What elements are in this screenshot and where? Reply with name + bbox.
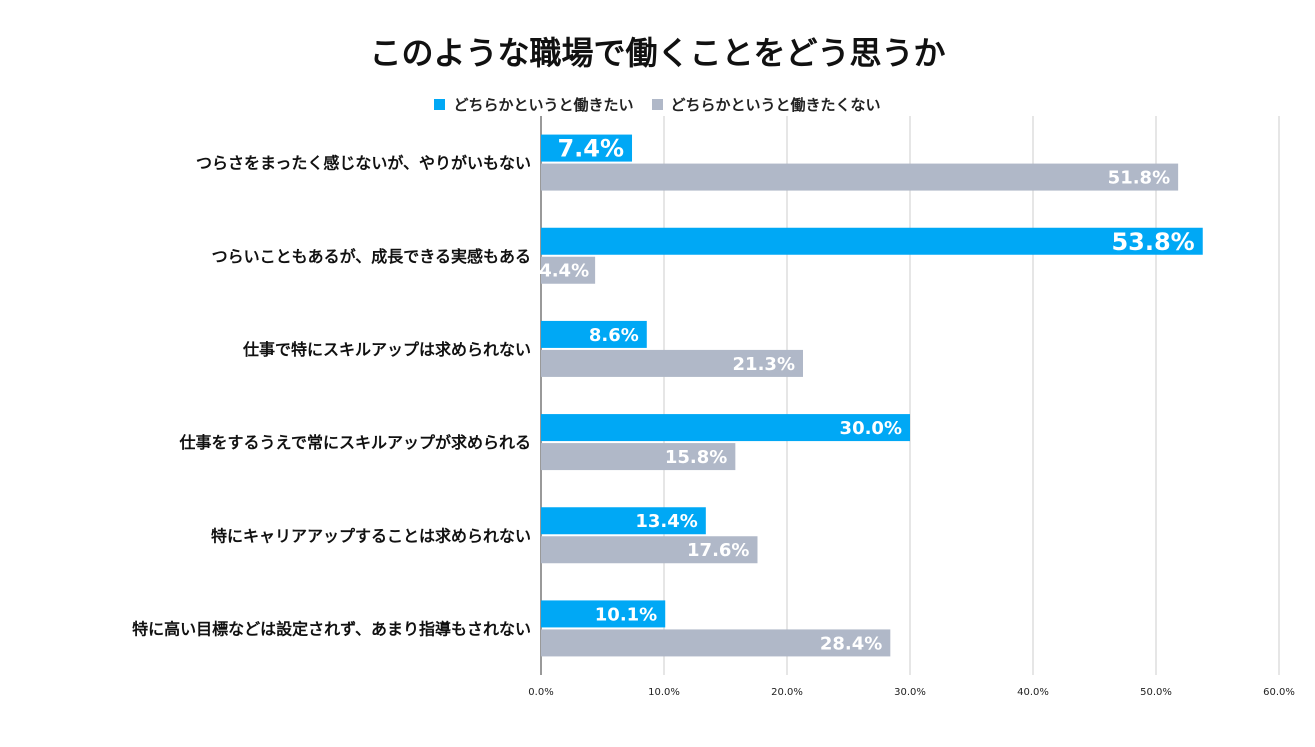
- x-tick-label: 40.0%: [1017, 687, 1049, 698]
- bar-want: [541, 414, 910, 442]
- legend-swatch-want: [434, 99, 446, 110]
- bar-not-want: [541, 629, 891, 657]
- data-label: 21.3%: [733, 354, 795, 375]
- x-tick-label: 30.0%: [894, 687, 926, 698]
- legend-swatch-not-want: [651, 99, 663, 110]
- bar-not-want: [541, 163, 1179, 191]
- data-label: 51.8%: [1108, 168, 1170, 189]
- legend-item-want[interactable]: どちらかというと働きたい: [434, 94, 634, 115]
- data-label: 4.4%: [539, 261, 589, 282]
- data-label: 28.4%: [820, 633, 882, 654]
- category-label: 特にキャリアアップすることは求められない: [211, 526, 531, 545]
- data-label: 30.0%: [840, 418, 902, 439]
- legend-label-want: どちらかというと働きたい: [453, 96, 634, 114]
- data-label: 8.6%: [589, 325, 639, 346]
- x-tick-label: 50.0%: [1140, 687, 1172, 698]
- data-label: 7.4%: [557, 135, 624, 163]
- data-label: 15.8%: [665, 447, 727, 468]
- legend: どちらかというと働きたい どちらかというと働きたくない: [0, 94, 1315, 115]
- category-label: 仕事で特にスキルアップは求められない: [242, 340, 531, 359]
- bar-want: [541, 600, 666, 628]
- bar-want: [541, 134, 633, 162]
- category-label: 特に高い目標などは設定されず、あまり指導もされない: [132, 619, 531, 638]
- bar-want: [541, 320, 647, 348]
- bar-not-want: [541, 536, 758, 564]
- data-label: 53.8%: [1111, 228, 1194, 256]
- category-label: つらさをまったく感じないが、やりがいもない: [196, 154, 531, 173]
- bar-not-want: [541, 349, 803, 377]
- data-label: 13.4%: [635, 511, 697, 532]
- x-tick-label: 10.0%: [648, 687, 680, 698]
- bar-not-want: [541, 256, 596, 284]
- data-label: 10.1%: [595, 604, 657, 625]
- chart-title: このような職場で働くことをどう思うか: [369, 34, 946, 72]
- bar-not-want: [541, 443, 736, 471]
- x-tick-label: 60.0%: [1263, 687, 1295, 698]
- legend-item-not-want[interactable]: どちらかというと働きたくない: [651, 94, 881, 115]
- bar-want: [541, 507, 706, 535]
- legend-label-not-want: どちらかというと働きたくない: [670, 96, 881, 114]
- category-label: 仕事をするうえで常にスキルアップが求められる: [178, 433, 531, 452]
- bar-want: [541, 227, 1203, 255]
- data-label: 17.6%: [687, 540, 749, 561]
- category-label: つらいこともあるが、成長できる実感もある: [212, 247, 531, 266]
- x-tick-label: 20.0%: [771, 687, 803, 698]
- x-tick-label: 0.0%: [528, 687, 553, 698]
